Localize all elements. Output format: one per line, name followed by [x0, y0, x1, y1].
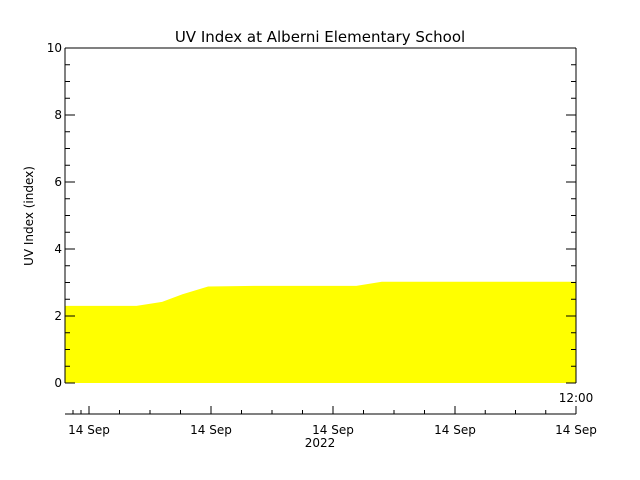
uv-area [65, 281, 576, 383]
chart-title: UV Index at Alberni Elementary School [175, 28, 465, 46]
x-tick-label: 14 Sep [434, 423, 476, 437]
plot-area [64, 47, 577, 383]
y-tick-label: 10 [47, 41, 62, 55]
x-tick-label: 14 Sep [68, 423, 110, 437]
y-tick-label: 6 [54, 175, 62, 189]
y-tick-label: 4 [54, 242, 62, 256]
y-axis-label: UV Index (index) [22, 166, 36, 266]
x-tick-label: 14 Sep [555, 423, 597, 437]
y-tick-label: 2 [54, 309, 62, 323]
x-year-label: 2022 [305, 436, 336, 450]
x-axis: 14 Sep 14 Sep 14 Sep 14 Sep 14 Sep [65, 406, 597, 437]
x-tick-label: 14 Sep [312, 423, 354, 437]
x-time-label: 12:00 [559, 391, 594, 405]
y-tick-label: 0 [54, 376, 62, 390]
y-axis: 0 2 4 6 8 10 [47, 41, 576, 390]
y-tick-label: 8 [54, 108, 62, 122]
x-tick-label: 14 Sep [190, 423, 232, 437]
